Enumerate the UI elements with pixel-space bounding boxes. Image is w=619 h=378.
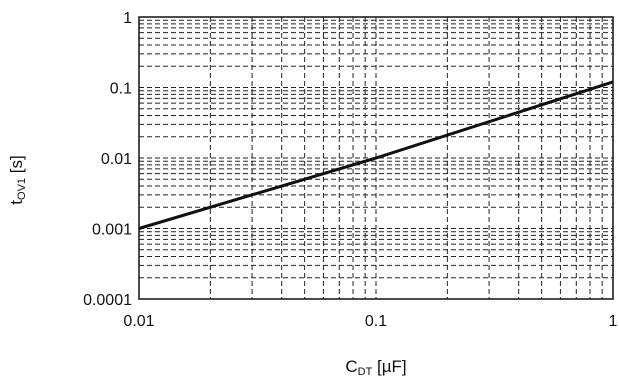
x-axis-label: CDT [µF]	[345, 357, 406, 378]
x-axis-label-sub: DT	[358, 366, 373, 378]
x-axis-label-main: C	[345, 357, 357, 376]
x-tick-label: 1	[609, 313, 618, 330]
y-tick-label: 0.1	[110, 81, 132, 98]
x-tick-labels: 0.01 0.1 1	[123, 313, 617, 330]
y-tick-label: 1	[123, 10, 132, 27]
x-axis-label-unit: [µF]	[372, 357, 406, 376]
y-axis-label-main: t	[7, 200, 26, 205]
series-group	[138, 80, 614, 230]
y-axis-label-unit: [s]	[7, 155, 26, 178]
plot-frame	[138, 16, 614, 300]
series-line-1	[138, 80, 614, 230]
y-tick-label: 0.001	[92, 222, 132, 239]
grid-lines	[139, 17, 613, 299]
y-tick-label: 0.0001	[83, 292, 132, 309]
y-axis-label-sub: OV1	[16, 178, 28, 200]
y-axis-label: tOV1 [s]	[7, 155, 28, 204]
y-tick-label: 0.01	[101, 151, 132, 168]
x-tick-label: 0.1	[365, 313, 387, 330]
x-tick-label: 0.01	[123, 313, 154, 330]
y-tick-labels: 0.0001 0.001 0.01 0.1 1	[83, 10, 132, 309]
